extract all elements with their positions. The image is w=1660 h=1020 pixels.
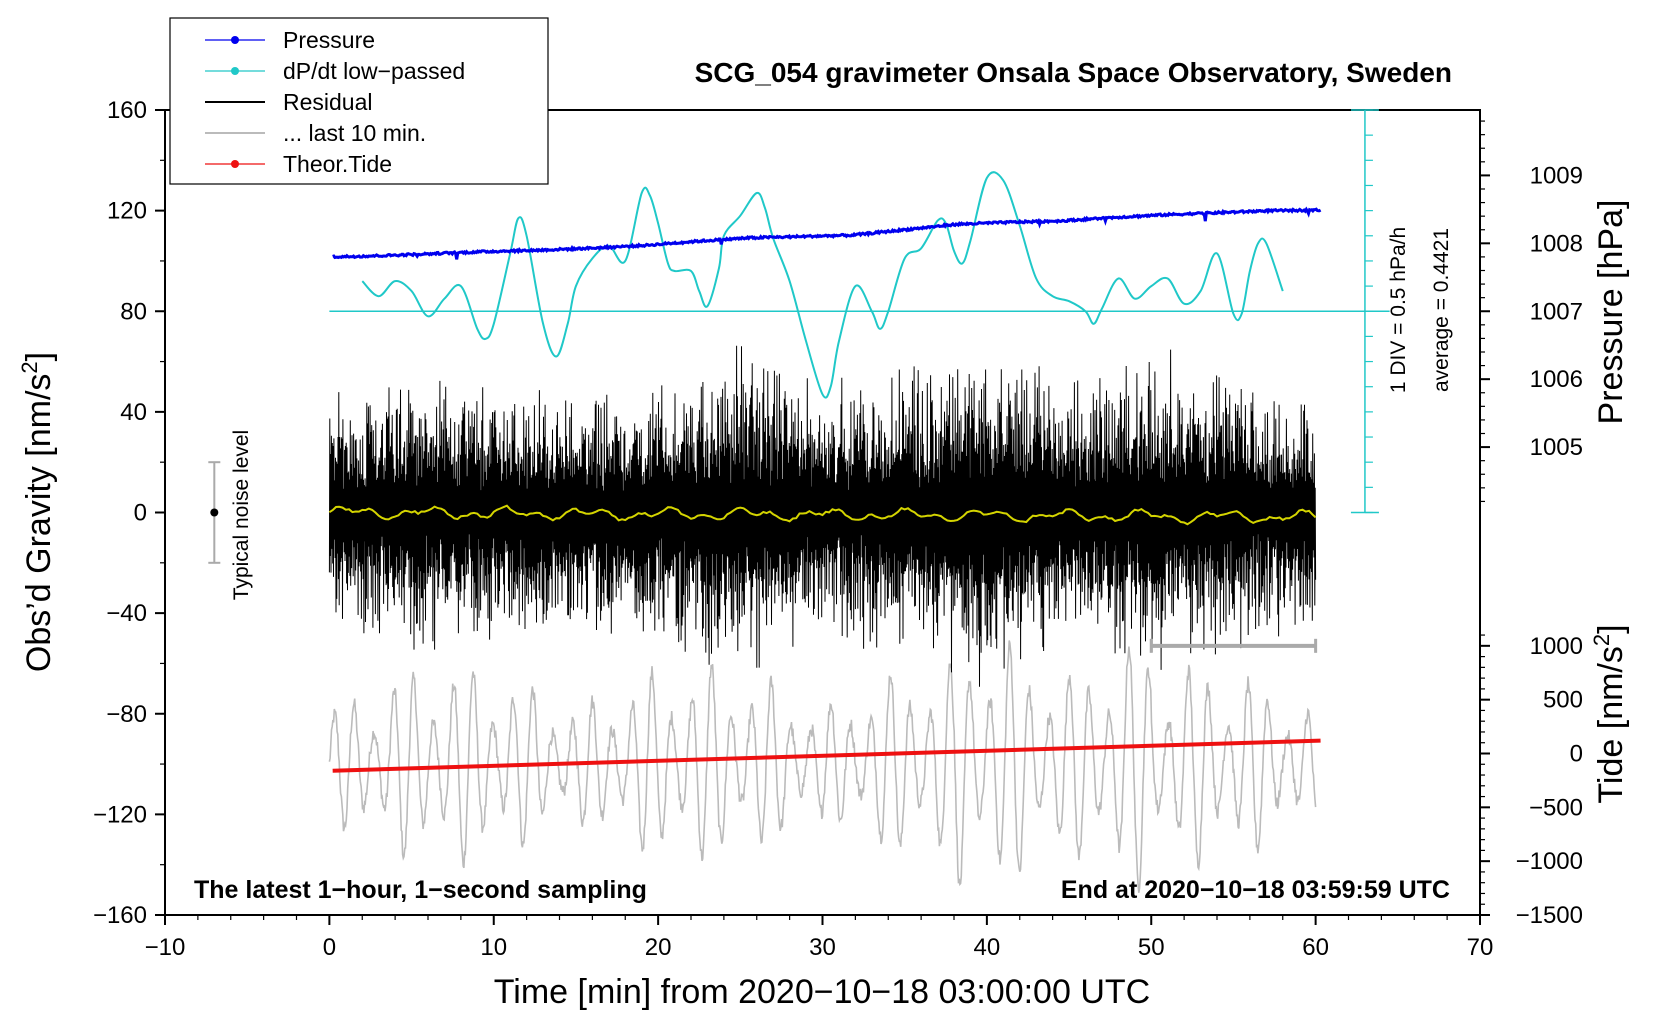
smoothed-residual-line (328, 504, 1317, 526)
tide-tick-label: 0 (1570, 740, 1583, 767)
tide-tick-label: −1500 (1516, 902, 1583, 929)
last-10-min-series (328, 640, 1317, 893)
x-tick-label: 0 (323, 934, 336, 961)
residual-line (328, 345, 1317, 687)
pressure-line (332, 206, 1322, 260)
x-tick-label: 70 (1467, 934, 1494, 961)
y-axis-title-pressure: Pressure [hPa] (1592, 200, 1630, 425)
chart-title: SCG_054 gravimeter Onsala Space Observat… (695, 57, 1452, 88)
dpdt-series (329, 171, 1390, 399)
y-tick-label-left: 0 (134, 500, 147, 527)
pressure-tick-label: 1007 (1530, 298, 1583, 325)
last-10-min-line (328, 640, 1317, 893)
annotation-bars (208, 109, 1379, 653)
y-axis-title-tide: Tide [nm/s2] (1589, 624, 1630, 803)
annotation-right: End at 2020−10−18 03:59:59 UTC (1061, 876, 1450, 904)
pressure-tick-label: 1009 (1530, 162, 1583, 189)
x-tick-label: 10 (480, 934, 507, 961)
tide-series (332, 738, 1321, 773)
x-tick-label: 60 (1302, 934, 1329, 961)
smoothed-residual-series (328, 504, 1317, 526)
x-axis-title: Time [min] from 2020−10−18 03:00:00 UTC (494, 973, 1150, 1011)
legend-item-dpdt: dP/dt low−passed (205, 58, 465, 84)
pressure-tick-label: 1006 (1530, 366, 1583, 393)
svg-text:... last 10 min.: ... last 10 min. (283, 120, 426, 146)
legend-item-residual: Residual (205, 89, 373, 115)
svg-text:dP/dt low−passed: dP/dt low−passed (283, 58, 465, 84)
tide-tick-label: −500 (1529, 794, 1583, 821)
x-tick-label: 30 (809, 934, 836, 961)
pressure-tick-label: 1005 (1530, 434, 1583, 461)
legend-item-last10: ... last 10 min. (205, 120, 426, 146)
pressure-scale-label-1: 1 DIV = 0.5 hPa/h (1387, 227, 1410, 393)
y-tick-label-left: −160 (93, 902, 147, 929)
axes: −10 0 10 20 30 40 50 60 70 −160 −120 −80 −40 0 40 80 120… (93, 97, 1583, 961)
y-axis-title-left: Obs’d Gravity [nm/s2] (17, 352, 58, 672)
svg-text:Theor.Tide: Theor.Tide (283, 151, 392, 177)
y-tick-label-left: −40 (106, 600, 147, 627)
tide-tick-label: −1000 (1516, 848, 1583, 875)
y-tick-label-left: 160 (107, 97, 147, 124)
tide-tick-label: 1000 (1530, 633, 1583, 660)
x-tick-label: 50 (1138, 934, 1165, 961)
legend: Pressure dP/dt low−passed Residual ... l… (169, 17, 549, 185)
y-tick-label-left: 80 (120, 298, 147, 325)
annotation-left: The latest 1−hour, 1−second sampling (194, 876, 647, 904)
svg-text:Residual: Residual (283, 89, 373, 115)
tide-line (332, 738, 1321, 773)
x-tick-label: −10 (145, 934, 186, 961)
noise-level-label: Typical noise level (230, 430, 253, 600)
residual-series (328, 345, 1317, 687)
y-tick-label-left: 120 (107, 198, 147, 225)
y-tick-label-left: −120 (93, 801, 147, 828)
x-tick-label: 40 (974, 934, 1001, 961)
y-tick-label-left: 40 (120, 399, 147, 426)
pressure-series (332, 206, 1322, 260)
tide-tick-label: 500 (1543, 687, 1583, 714)
y-tick-label-left: −80 (106, 701, 147, 728)
x-tick-label: 20 (645, 934, 672, 961)
pressure-scale-label-2: average = 0.4421 (1430, 228, 1453, 392)
dpdt-line (361, 171, 1284, 399)
pressure-tick-label: 1008 (1530, 230, 1583, 257)
legend-item-pressure: Pressure (205, 27, 375, 53)
noise-bar-dot (210, 508, 219, 517)
svg-text:Pressure: Pressure (283, 27, 375, 53)
legend-item-tide: Theor.Tide (205, 151, 392, 177)
